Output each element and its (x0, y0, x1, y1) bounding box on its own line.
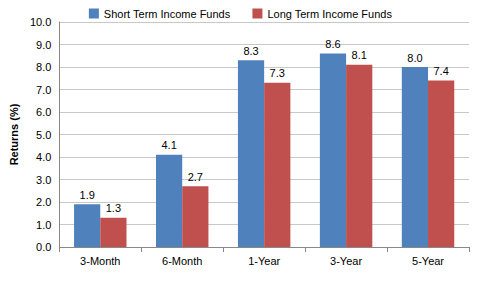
svg-text:Long Term Income Funds: Long Term Income Funds (267, 8, 392, 20)
svg-text:8.6: 8.6 (325, 38, 340, 50)
svg-text:3-Year: 3-Year (330, 255, 362, 267)
svg-text:10.0: 10.0 (30, 16, 51, 28)
svg-text:2.0: 2.0 (36, 196, 51, 208)
svg-text:7.3: 7.3 (270, 67, 285, 79)
svg-text:1-Year: 1-Year (248, 255, 280, 267)
svg-text:4.1: 4.1 (161, 139, 176, 151)
svg-text:3.0: 3.0 (36, 174, 51, 186)
svg-text:5.0: 5.0 (36, 129, 51, 141)
svg-text:6.0: 6.0 (36, 106, 51, 118)
svg-text:4.0: 4.0 (36, 151, 51, 163)
svg-text:Returns (%): Returns (%) (8, 103, 20, 165)
svg-text:1.9: 1.9 (80, 189, 95, 201)
svg-text:0.0: 0.0 (36, 241, 51, 253)
svg-text:7.4: 7.4 (433, 65, 448, 77)
svg-text:8.3: 8.3 (243, 45, 258, 57)
svg-text:8.1: 8.1 (352, 49, 367, 61)
svg-text:2.7: 2.7 (188, 171, 203, 183)
svg-text:1.0: 1.0 (36, 219, 51, 231)
svg-text:7.0: 7.0 (36, 84, 51, 96)
svg-text:9.0: 9.0 (36, 39, 51, 51)
svg-text:1.3: 1.3 (106, 202, 121, 214)
svg-text:8.0: 8.0 (407, 52, 422, 64)
svg-text:3-Month: 3-Month (80, 255, 120, 267)
svg-text:5-Year: 5-Year (412, 255, 444, 267)
svg-text:8.0: 8.0 (36, 61, 51, 73)
svg-text:Short Term Income Funds: Short Term Income Funds (104, 8, 231, 20)
svg-text:6-Month: 6-Month (162, 255, 202, 267)
